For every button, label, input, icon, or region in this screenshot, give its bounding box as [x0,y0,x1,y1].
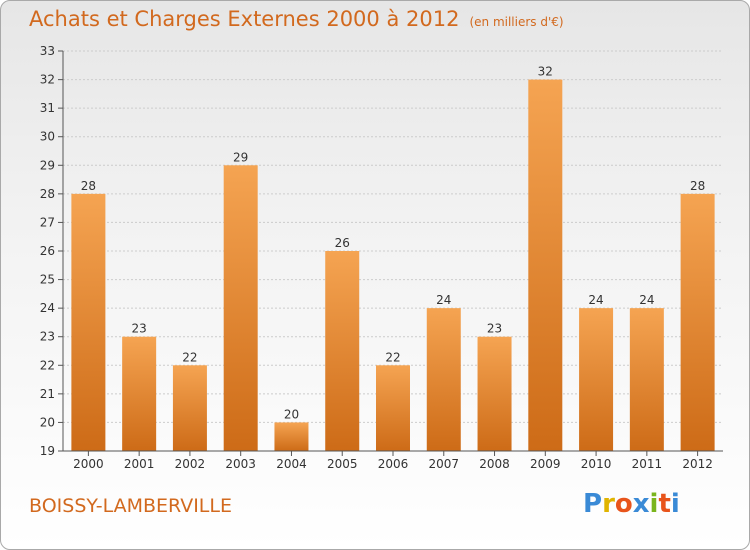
y-tick-label: 31 [40,101,55,115]
bar [376,365,410,451]
y-tick-label: 23 [40,330,55,344]
bar [122,336,157,451]
proxiti-logo: Proxiti [583,489,680,519]
y-tick-label: 19 [40,444,55,458]
logo-letter: t [658,489,671,519]
x-tick-label: 2004 [276,457,307,471]
data-label: 24 [436,293,451,307]
bar [579,308,614,451]
x-tick-label: 2012 [682,457,713,471]
bar [274,422,309,451]
y-tick-label: 29 [40,158,55,172]
bar [223,165,258,452]
data-label: 22 [182,350,197,364]
bar [528,79,563,452]
y-tick-label: 21 [40,387,55,401]
logo-letter: P [583,489,603,519]
bar [172,365,207,451]
logo-letter: i [670,489,680,519]
title-text: Achats et Charges Externes 2000 à 2012 [29,7,460,31]
logo-letter: r [602,489,615,519]
x-tick-label: 2010 [581,457,612,471]
data-label: 28 [81,179,96,193]
bar [325,251,360,451]
logo-letter: i [649,489,659,519]
x-tick-label: 2005 [327,457,358,471]
data-label: 28 [690,179,705,193]
y-tick-label: 27 [40,215,55,229]
logo-letter: o [614,489,633,519]
x-tick-label: 2002 [175,457,206,471]
data-label: 26 [335,236,350,250]
x-tick-label: 2007 [428,457,459,471]
bar [71,193,106,451]
data-label: 24 [588,293,603,307]
x-tick-label: 2009 [530,457,561,471]
data-label: 32 [538,65,553,79]
y-tick-label: 26 [40,244,55,258]
bar [426,308,461,451]
bars [71,79,715,452]
data-label: 20 [284,407,299,421]
unit-text: (en milliers d'€) [469,15,564,29]
x-tick-label: 2011 [632,457,663,471]
data-label: 29 [233,150,248,164]
axes [58,50,723,456]
y-tick-label: 22 [40,358,55,372]
y-tick-label: 33 [40,44,55,58]
data-label: 24 [639,293,654,307]
y-tick-label: 32 [40,73,55,87]
x-tick-label: 2008 [479,457,510,471]
bar [629,308,664,451]
bar [680,193,715,451]
y-tick-label: 28 [40,187,55,201]
logo-letter: x [632,489,650,519]
place-name: BOISSY-LAMBERVILLE [29,495,232,517]
y-tick-label: 25 [40,273,55,287]
y-tick-label: 20 [40,415,55,429]
x-tick-label: 2003 [225,457,256,471]
data-label: 23 [132,322,147,336]
x-tick-label: 2000 [73,457,104,471]
x-tick-label: 2006 [378,457,409,471]
data-label: 23 [487,322,502,336]
labels: 19 20 21 22 23 24 25 26 27 28 29 30 31 32 33 28 2000 23 20… [40,44,713,471]
y-tick-label: 30 [40,130,55,144]
x-tick-label: 2001 [124,457,155,471]
y-tick-label: 24 [40,301,55,315]
bar [477,336,512,451]
data-label: 22 [385,350,400,364]
chart-title: Achats et Charges Externes 2000 à 2012 (e… [29,7,564,31]
